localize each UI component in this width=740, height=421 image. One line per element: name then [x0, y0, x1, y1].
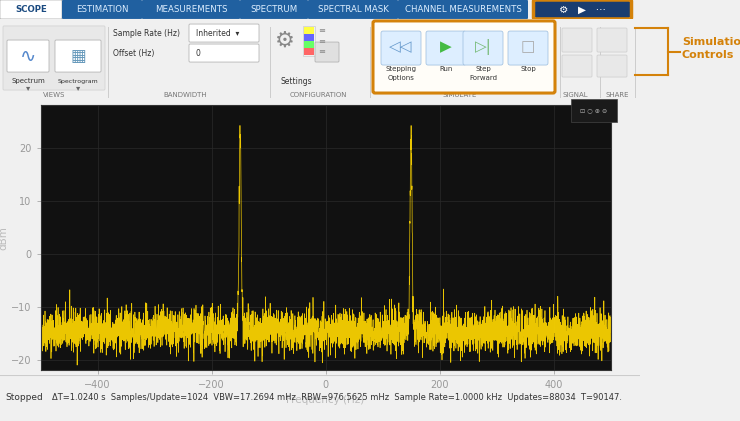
Text: SIGNAL: SIGNAL [562, 92, 588, 98]
Y-axis label: dBm: dBm [0, 226, 8, 250]
Text: Offset (Hz): Offset (Hz) [113, 48, 155, 58]
FancyBboxPatch shape [0, 0, 62, 19]
Text: 0: 0 [196, 48, 201, 58]
Text: ⚙: ⚙ [275, 31, 295, 51]
FancyBboxPatch shape [315, 42, 339, 62]
Text: Settings: Settings [280, 77, 312, 86]
Text: Stop: Stop [520, 66, 536, 72]
FancyBboxPatch shape [55, 40, 101, 72]
FancyBboxPatch shape [308, 0, 398, 19]
Text: Stopped: Stopped [5, 393, 43, 402]
Text: ▦: ▦ [70, 47, 86, 65]
X-axis label: Frequency (Hz): Frequency (Hz) [286, 395, 365, 405]
FancyBboxPatch shape [534, 0, 631, 19]
Text: ⚙   ▶   ···: ⚙ ▶ ··· [559, 5, 606, 14]
FancyBboxPatch shape [463, 31, 503, 65]
Text: ESTIMATION: ESTIMATION [75, 5, 128, 14]
Text: BANDWIDTH: BANDWIDTH [164, 92, 206, 98]
Text: ΔT=1.0240 s  Samples/Update=1024  VBW=17.2694 mHz  RBW=976.5625 mHz  Sample Rate: ΔT=1.0240 s Samples/Update=1024 VBW=17.2… [52, 393, 622, 402]
Text: ≡
≡
≡: ≡ ≡ ≡ [318, 26, 325, 56]
Text: MEASUREMENTS: MEASUREMENTS [155, 5, 227, 14]
Text: ∿: ∿ [20, 47, 36, 66]
FancyBboxPatch shape [189, 44, 259, 62]
FancyBboxPatch shape [398, 0, 528, 19]
Text: Inherited  ▾: Inherited ▾ [196, 29, 239, 37]
Text: Sample Rate (Hz): Sample Rate (Hz) [113, 29, 180, 37]
FancyBboxPatch shape [373, 21, 555, 93]
Text: Spectrogram: Spectrogram [58, 79, 98, 83]
Text: Simulation
Controls: Simulation Controls [682, 37, 740, 60]
FancyBboxPatch shape [597, 55, 627, 77]
Text: ▾: ▾ [76, 83, 80, 93]
Text: Run: Run [440, 66, 453, 72]
FancyBboxPatch shape [562, 28, 592, 52]
Text: SPECTRUM: SPECTRUM [250, 5, 297, 14]
FancyBboxPatch shape [562, 55, 592, 77]
Bar [304, 27, 314, 34]
Text: ⊡ ○ ⊕ ⊖: ⊡ ○ ⊕ ⊖ [580, 108, 608, 113]
FancyBboxPatch shape [381, 31, 421, 65]
FancyBboxPatch shape [3, 26, 105, 90]
Text: SIMULATE: SIMULATE [443, 92, 477, 98]
Text: Step: Step [475, 66, 491, 72]
Text: SHARE: SHARE [605, 92, 629, 98]
Text: □: □ [521, 40, 535, 55]
FancyBboxPatch shape [597, 28, 627, 52]
FancyBboxPatch shape [189, 24, 259, 42]
FancyBboxPatch shape [62, 0, 142, 19]
Text: CHANNEL MEASUREMENTS: CHANNEL MEASUREMENTS [405, 5, 522, 14]
FancyBboxPatch shape [7, 40, 49, 72]
Text: ▷|: ▷| [474, 39, 491, 55]
Bar [304, 34, 314, 41]
Text: ▶: ▶ [440, 40, 452, 55]
Text: VIEWS: VIEWS [43, 92, 65, 98]
Bar [304, 41, 314, 48]
Text: ◁◁: ◁◁ [389, 40, 413, 55]
Text: Spectrum: Spectrum [11, 78, 45, 84]
Bar [304, 48, 314, 55]
FancyBboxPatch shape [240, 0, 308, 19]
Text: SPECTRAL MASK: SPECTRAL MASK [317, 5, 388, 14]
FancyBboxPatch shape [142, 0, 240, 19]
Text: ▾: ▾ [26, 83, 30, 93]
Text: Stepping: Stepping [386, 66, 417, 72]
FancyBboxPatch shape [426, 31, 466, 65]
Text: CONFIGURATION: CONFIGURATION [289, 92, 347, 98]
Text: Forward: Forward [469, 75, 497, 81]
Text: SCOPE: SCOPE [15, 5, 47, 14]
Text: Options: Options [388, 75, 414, 81]
FancyBboxPatch shape [508, 31, 548, 65]
